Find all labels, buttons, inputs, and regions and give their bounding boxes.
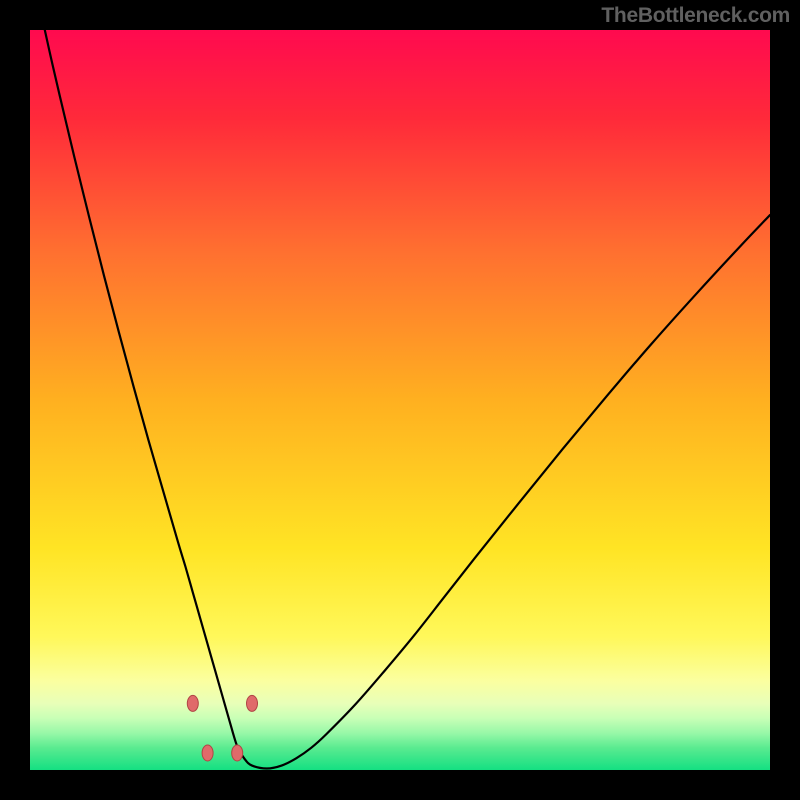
watermark-text: TheBottleneck.com — [601, 4, 790, 28]
gradient-background — [30, 30, 770, 770]
curve-marker — [187, 695, 198, 711]
curve-marker — [247, 695, 258, 711]
plot-svg — [30, 30, 770, 770]
curve-marker — [232, 745, 243, 761]
curve-marker — [202, 745, 213, 761]
chart-container: TheBottleneck.com — [0, 0, 800, 800]
plot-area — [30, 30, 770, 770]
